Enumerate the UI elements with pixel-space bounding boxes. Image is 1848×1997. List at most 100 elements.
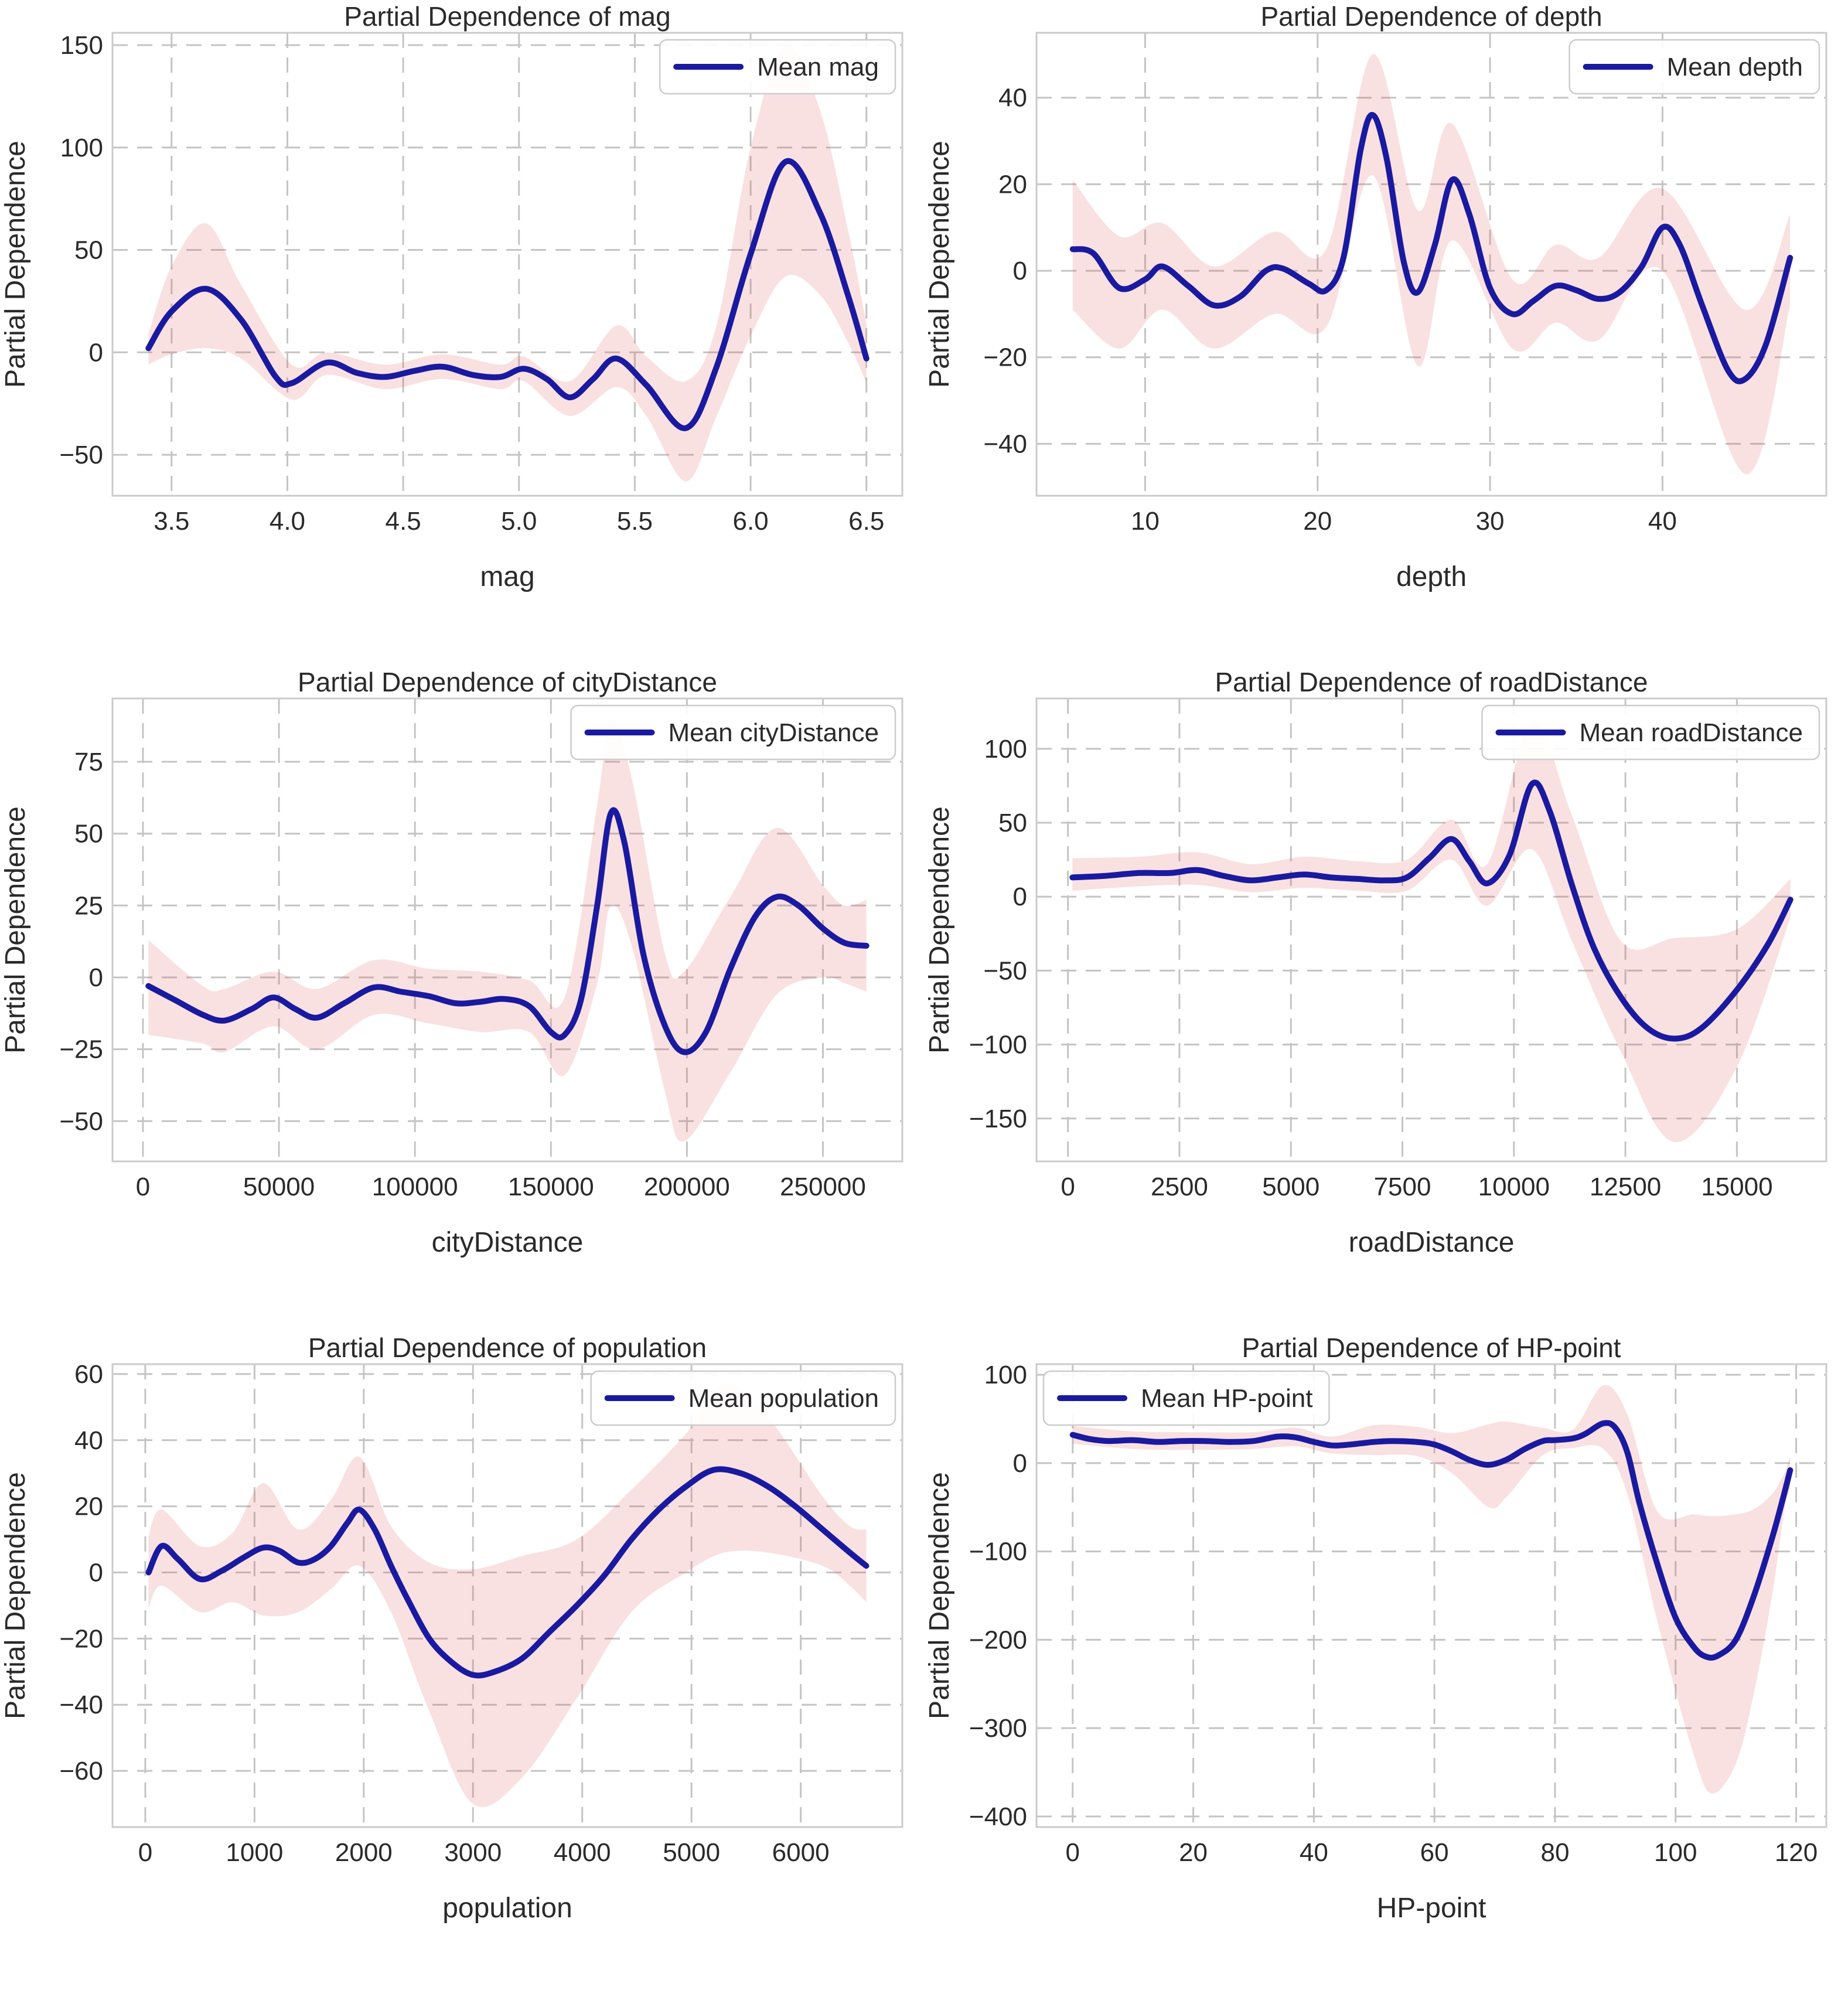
grid — [112, 33, 902, 496]
y-tick-label: −300 — [969, 1714, 1027, 1743]
axes-frame — [1035, 697, 1827, 1163]
y-tick-label: 0 — [1013, 882, 1027, 911]
chart-HP-point: 0 20 40 60 80 100 120 −400 −300 −200 −100 0 100 Parti… — [924, 1331, 1848, 1997]
plot-area — [112, 1364, 902, 1827]
x-tick-label: 1000 — [226, 1838, 283, 1867]
x-axis-label: depth — [1396, 561, 1467, 592]
y-tick-label: −20 — [59, 1624, 103, 1653]
x-axis-label: population — [442, 1893, 572, 1924]
x-tick-label: 200000 — [644, 1173, 730, 1201]
y-tick-label: 0 — [89, 338, 103, 367]
legend-label: Mean mag — [757, 53, 879, 81]
y-axis-label: Partial Dependence — [0, 806, 31, 1054]
grid — [1036, 1364, 1826, 1827]
chart-title: Partial Dependence of mag — [344, 1, 670, 32]
y-tick-label: 40 — [998, 84, 1027, 113]
x-tick-label: 60 — [1420, 1838, 1449, 1867]
grid — [112, 1364, 902, 1827]
y-tick-label: −100 — [969, 1538, 1027, 1566]
x-tick-label: 3000 — [444, 1838, 502, 1867]
y-tick-label: −400 — [969, 1802, 1027, 1831]
x-axis-label: cityDistance — [432, 1227, 584, 1258]
legend-label: Mean HP-point — [1141, 1384, 1312, 1413]
x-tick-label: 5000 — [663, 1838, 720, 1867]
y-tick-label: 40 — [74, 1426, 103, 1455]
legend: Mean mag — [659, 39, 896, 95]
x-tick-label: 3.5 — [154, 507, 189, 536]
y-tick-label: −50 — [59, 1107, 103, 1136]
x-axis-label: HP-point — [1377, 1893, 1486, 1924]
confidence-band — [148, 44, 867, 482]
mean-line — [1069, 779, 1794, 1042]
y-tick-label: −20 — [983, 343, 1027, 372]
chart-roadDistance: 0 2500 5000 7500 10000 12500 15000 −150 −100 −50 0… — [924, 666, 1848, 1331]
y-tick-label: 60 — [74, 1360, 103, 1389]
x-tick-label: 40 — [1648, 507, 1677, 536]
chart-svg-depth: 10 20 30 40 −40 −20 0 20 40 Partial Dependence of… — [924, 1, 1827, 592]
y-axis-label: Partial Dependence — [924, 1472, 955, 1719]
x-tick-label: 2500 — [1151, 1173, 1208, 1201]
y-tick-label: 50 — [74, 236, 103, 265]
axes-frame — [1035, 32, 1827, 497]
y-tick-label: −50 — [983, 956, 1027, 985]
chart-svg-cityDistance: 0 50000 100000 150000 200000 250000 −50 −25 0 25 5… — [0, 667, 903, 1258]
y-tick-label: −50 — [59, 441, 103, 469]
legend-label: Mean cityDistance — [669, 718, 879, 747]
confidence-band — [1072, 1385, 1791, 1794]
x-tick-label: 15000 — [1701, 1173, 1772, 1201]
confidence-band — [148, 718, 867, 1142]
x-tick-label: 0 — [1061, 1173, 1075, 1201]
x-tick-label: 20 — [1303, 507, 1332, 536]
x-tick-label: 0 — [1065, 1838, 1079, 1867]
y-tick-label: 0 — [89, 963, 103, 992]
chart-title: Partial Dependence of depth — [1260, 1, 1602, 32]
x-tick-label: 100000 — [372, 1173, 458, 1201]
x-tick-label: 40 — [1300, 1838, 1328, 1867]
y-tick-label: 20 — [998, 170, 1027, 199]
x-tick-label: 100 — [1654, 1838, 1697, 1867]
x-tick-label: 4.5 — [386, 507, 421, 536]
chart-population: 0 1000 2000 3000 4000 5000 6000 −60 −40 −20 0 20 40 6… — [0, 1331, 924, 1997]
legend: Mean roadDistance — [1481, 704, 1820, 761]
y-tick-label: 0 — [1013, 257, 1027, 285]
y-tick-label: −100 — [969, 1031, 1027, 1059]
axes-frame — [1035, 1363, 1827, 1828]
legend-box — [570, 704, 896, 761]
x-tick-label: 10000 — [1478, 1173, 1550, 1201]
x-tick-label: 5000 — [1262, 1173, 1319, 1201]
x-tick-label: 20 — [1179, 1838, 1208, 1867]
y-tick-label: 100 — [984, 1361, 1027, 1389]
x-tick-label: 0 — [138, 1838, 152, 1867]
x-tick-label: 0 — [136, 1173, 150, 1201]
x-tick-label: 150000 — [508, 1173, 594, 1201]
y-tick-label: −40 — [983, 430, 1027, 458]
plot-area — [112, 698, 902, 1161]
mean-line — [1069, 1420, 1794, 1661]
y-axis-label: Partial Dependence — [0, 1472, 31, 1719]
x-tick-label: 7500 — [1374, 1173, 1431, 1201]
y-tick-label: 50 — [998, 809, 1027, 837]
legend-label: Mean depth — [1667, 53, 1803, 81]
axes-frame — [111, 32, 903, 497]
y-tick-label: 100 — [984, 735, 1027, 764]
y-tick-label: 100 — [60, 134, 103, 162]
confidence-band — [148, 1383, 867, 1807]
x-tick-label: 6.5 — [848, 507, 884, 536]
chart-depth: 10 20 30 40 −40 −20 0 20 40 Partial Dependence of… — [924, 0, 1848, 666]
y-tick-label: 0 — [89, 1559, 103, 1587]
y-tick-label: −150 — [969, 1105, 1027, 1133]
chart-svg-mag: 3.5 4.0 4.5 5.0 5.5 6.0 6.5 −50 0 50 100 150 Partial… — [0, 1, 903, 592]
y-tick-label: 50 — [74, 820, 103, 848]
x-tick-label: 2000 — [335, 1838, 393, 1867]
x-axis-label: mag — [480, 561, 534, 592]
x-tick-label: 4.0 — [270, 507, 305, 536]
legend: Mean HP-point — [1042, 1370, 1330, 1426]
chart-mag: 3.5 4.0 4.5 5.0 5.5 6.0 6.5 −50 0 50 100 150 Partial… — [0, 0, 924, 666]
chart-cityDistance: 0 50000 100000 150000 200000 250000 −50 −25 0 25 5… — [0, 666, 924, 1331]
y-tick-label: 75 — [74, 748, 103, 776]
x-tick-label: 30 — [1476, 507, 1505, 536]
chart-svg-HP-point: 0 20 40 60 80 100 120 −400 −300 −200 −100 0 100 Parti… — [924, 1333, 1827, 1924]
x-tick-label: 120 — [1775, 1838, 1818, 1867]
chart-title: Partial Dependence of HP-point — [1242, 1333, 1621, 1363]
